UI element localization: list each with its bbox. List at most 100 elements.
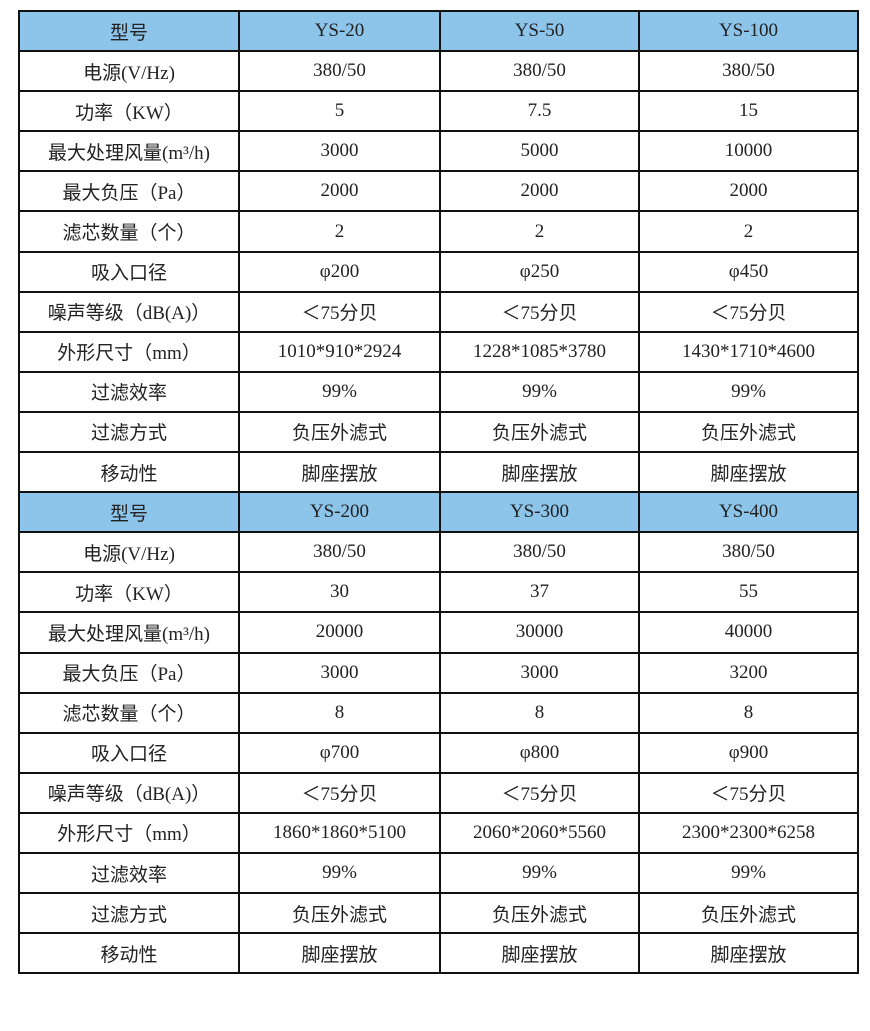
parameter-label-cell: 外形尺寸（mm）	[18, 811, 240, 854]
value-cell: 脚座摆放	[439, 451, 640, 494]
table-row: 过滤方式 负压外滤式 负压外滤式 负压外滤式	[18, 892, 859, 935]
value-cell: φ900	[638, 731, 859, 774]
value-cell: 55	[638, 571, 859, 614]
value-cell: 10000	[638, 130, 859, 173]
value-cell: 40000	[638, 611, 859, 654]
value-cell: ＜75分贝	[238, 771, 441, 814]
table-row: 噪声等级（dB(A)） ＜75分贝 ＜75分贝 ＜75分贝	[18, 771, 859, 814]
model-name-cell: YS-400	[638, 491, 859, 534]
table-row: 最大处理风量(m³/h) 3000 5000 10000	[18, 130, 859, 173]
value-cell: 脚座摆放	[238, 451, 441, 494]
table-row: 外形尺寸（mm） 1010*910*2924 1228*1085*3780 1430*…	[18, 330, 859, 373]
parameter-label-cell: 吸入口径	[18, 731, 240, 774]
header-label-cell: 型号	[18, 491, 240, 534]
value-cell: 99%	[638, 370, 859, 413]
value-cell: 20000	[238, 611, 441, 654]
value-cell: 1228*1085*3780	[439, 330, 640, 373]
value-cell: 5	[238, 90, 441, 133]
value-cell: 8	[638, 691, 859, 734]
parameter-label-cell: 滤芯数量（个）	[18, 210, 240, 253]
value-cell: 7.5	[439, 90, 640, 133]
table-row: 过滤方式 负压外滤式 负压外滤式 负压外滤式	[18, 410, 859, 454]
table-row: 移动性 脚座摆放 脚座摆放 脚座摆放	[18, 932, 859, 975]
value-cell: 8	[439, 691, 640, 734]
value-cell: 99%	[638, 851, 859, 895]
parameter-label-cell: 噪声等级（dB(A)）	[18, 771, 240, 814]
model-name-cell: YS-100	[638, 9, 859, 53]
value-cell: 380/50	[439, 531, 640, 574]
value-cell: 2	[638, 210, 859, 253]
value-cell: 1010*910*2924	[238, 330, 441, 373]
value-cell: φ700	[238, 731, 441, 774]
value-cell: 380/50	[638, 50, 859, 93]
value-cell: 脚座摆放	[638, 451, 859, 494]
value-cell: 3000	[439, 651, 640, 694]
value-cell: 脚座摆放	[439, 932, 640, 975]
value-cell: 负压外滤式	[439, 410, 640, 454]
model-name-cell: YS-50	[439, 9, 640, 53]
table-row: 吸入口径 φ200 φ250 φ450	[18, 250, 859, 293]
value-cell: 15	[638, 90, 859, 133]
model-name-cell: YS-300	[439, 491, 640, 534]
parameter-label-cell: 外形尺寸（mm）	[18, 330, 240, 373]
parameter-label-cell: 功率（KW）	[18, 571, 240, 614]
value-cell: ＜75分贝	[638, 771, 859, 814]
value-cell: 2060*2060*5560	[439, 811, 640, 854]
value-cell: 5000	[439, 130, 640, 173]
value-cell: 2000	[238, 170, 441, 213]
table-row: 最大负压（Pa） 3000 3000 3200	[18, 651, 859, 694]
model-name-cell: YS-200	[238, 491, 441, 534]
value-cell: 380/50	[638, 531, 859, 574]
parameter-label-cell: 最大处理风量(m³/h)	[18, 130, 240, 173]
value-cell: 8	[238, 691, 441, 734]
model-name-cell: YS-20	[238, 9, 441, 53]
value-cell: φ800	[439, 731, 640, 774]
value-cell: 99%	[439, 851, 640, 895]
value-cell: 30	[238, 571, 441, 614]
table-row: 移动性 脚座摆放 脚座摆放 脚座摆放	[18, 451, 859, 494]
table-row: 最大处理风量(m³/h) 20000 30000 40000	[18, 611, 859, 654]
table-row: 电源(V/Hz) 380/50 380/50 380/50	[18, 531, 859, 574]
table-row: 功率（KW） 30 37 55	[18, 571, 859, 614]
value-cell: 2300*2300*6258	[638, 811, 859, 854]
value-cell: ＜75分贝	[638, 290, 859, 333]
value-cell: 3000	[238, 651, 441, 694]
table-row: 吸入口径 φ700 φ800 φ900	[18, 731, 859, 774]
value-cell: 99%	[238, 851, 441, 895]
parameter-label-cell: 最大处理风量(m³/h)	[18, 611, 240, 654]
value-cell: 2	[238, 210, 441, 253]
value-cell: 负压外滤式	[638, 892, 859, 935]
parameter-label-cell: 移动性	[18, 932, 240, 975]
value-cell: 380/50	[238, 531, 441, 574]
value-cell: ＜75分贝	[439, 771, 640, 814]
spec-table-container: 型号 YS-20 YS-50 YS-100 电源(V/Hz) 380/50 380/50 38…	[18, 9, 859, 975]
value-cell: 脚座摆放	[638, 932, 859, 975]
parameter-label-cell: 最大负压（Pa）	[18, 170, 240, 213]
value-cell: 380/50	[238, 50, 441, 93]
parameter-label-cell: 噪声等级（dB(A)）	[18, 290, 240, 333]
table-row: 过滤效率 99% 99% 99%	[18, 370, 859, 413]
value-cell: ＜75分贝	[238, 290, 441, 333]
model-header-row: 型号 YS-20 YS-50 YS-100	[18, 9, 859, 53]
value-cell: 2	[439, 210, 640, 253]
value-cell: 负压外滤式	[439, 892, 640, 935]
table-row: 功率（KW） 5 7.5 15	[18, 90, 859, 133]
parameter-label-cell: 过滤方式	[18, 410, 240, 454]
spec-table: 型号 YS-20 YS-50 YS-100 电源(V/Hz) 380/50 380/50 38…	[18, 9, 859, 975]
value-cell: φ250	[439, 250, 640, 293]
parameter-label-cell: 移动性	[18, 451, 240, 494]
parameter-label-cell: 功率（KW）	[18, 90, 240, 133]
value-cell: φ450	[638, 250, 859, 293]
value-cell: 负压外滤式	[638, 410, 859, 454]
parameter-label-cell: 吸入口径	[18, 250, 240, 293]
value-cell: φ200	[238, 250, 441, 293]
value-cell: 380/50	[439, 50, 640, 93]
value-cell: 1430*1710*4600	[638, 330, 859, 373]
parameter-label-cell: 过滤效率	[18, 851, 240, 895]
value-cell: 1860*1860*5100	[238, 811, 441, 854]
value-cell: 3200	[638, 651, 859, 694]
value-cell: 负压外滤式	[238, 410, 441, 454]
parameter-label-cell: 电源(V/Hz)	[18, 531, 240, 574]
table-row: 最大负压（Pa） 2000 2000 2000	[18, 170, 859, 213]
parameter-label-cell: 过滤方式	[18, 892, 240, 935]
